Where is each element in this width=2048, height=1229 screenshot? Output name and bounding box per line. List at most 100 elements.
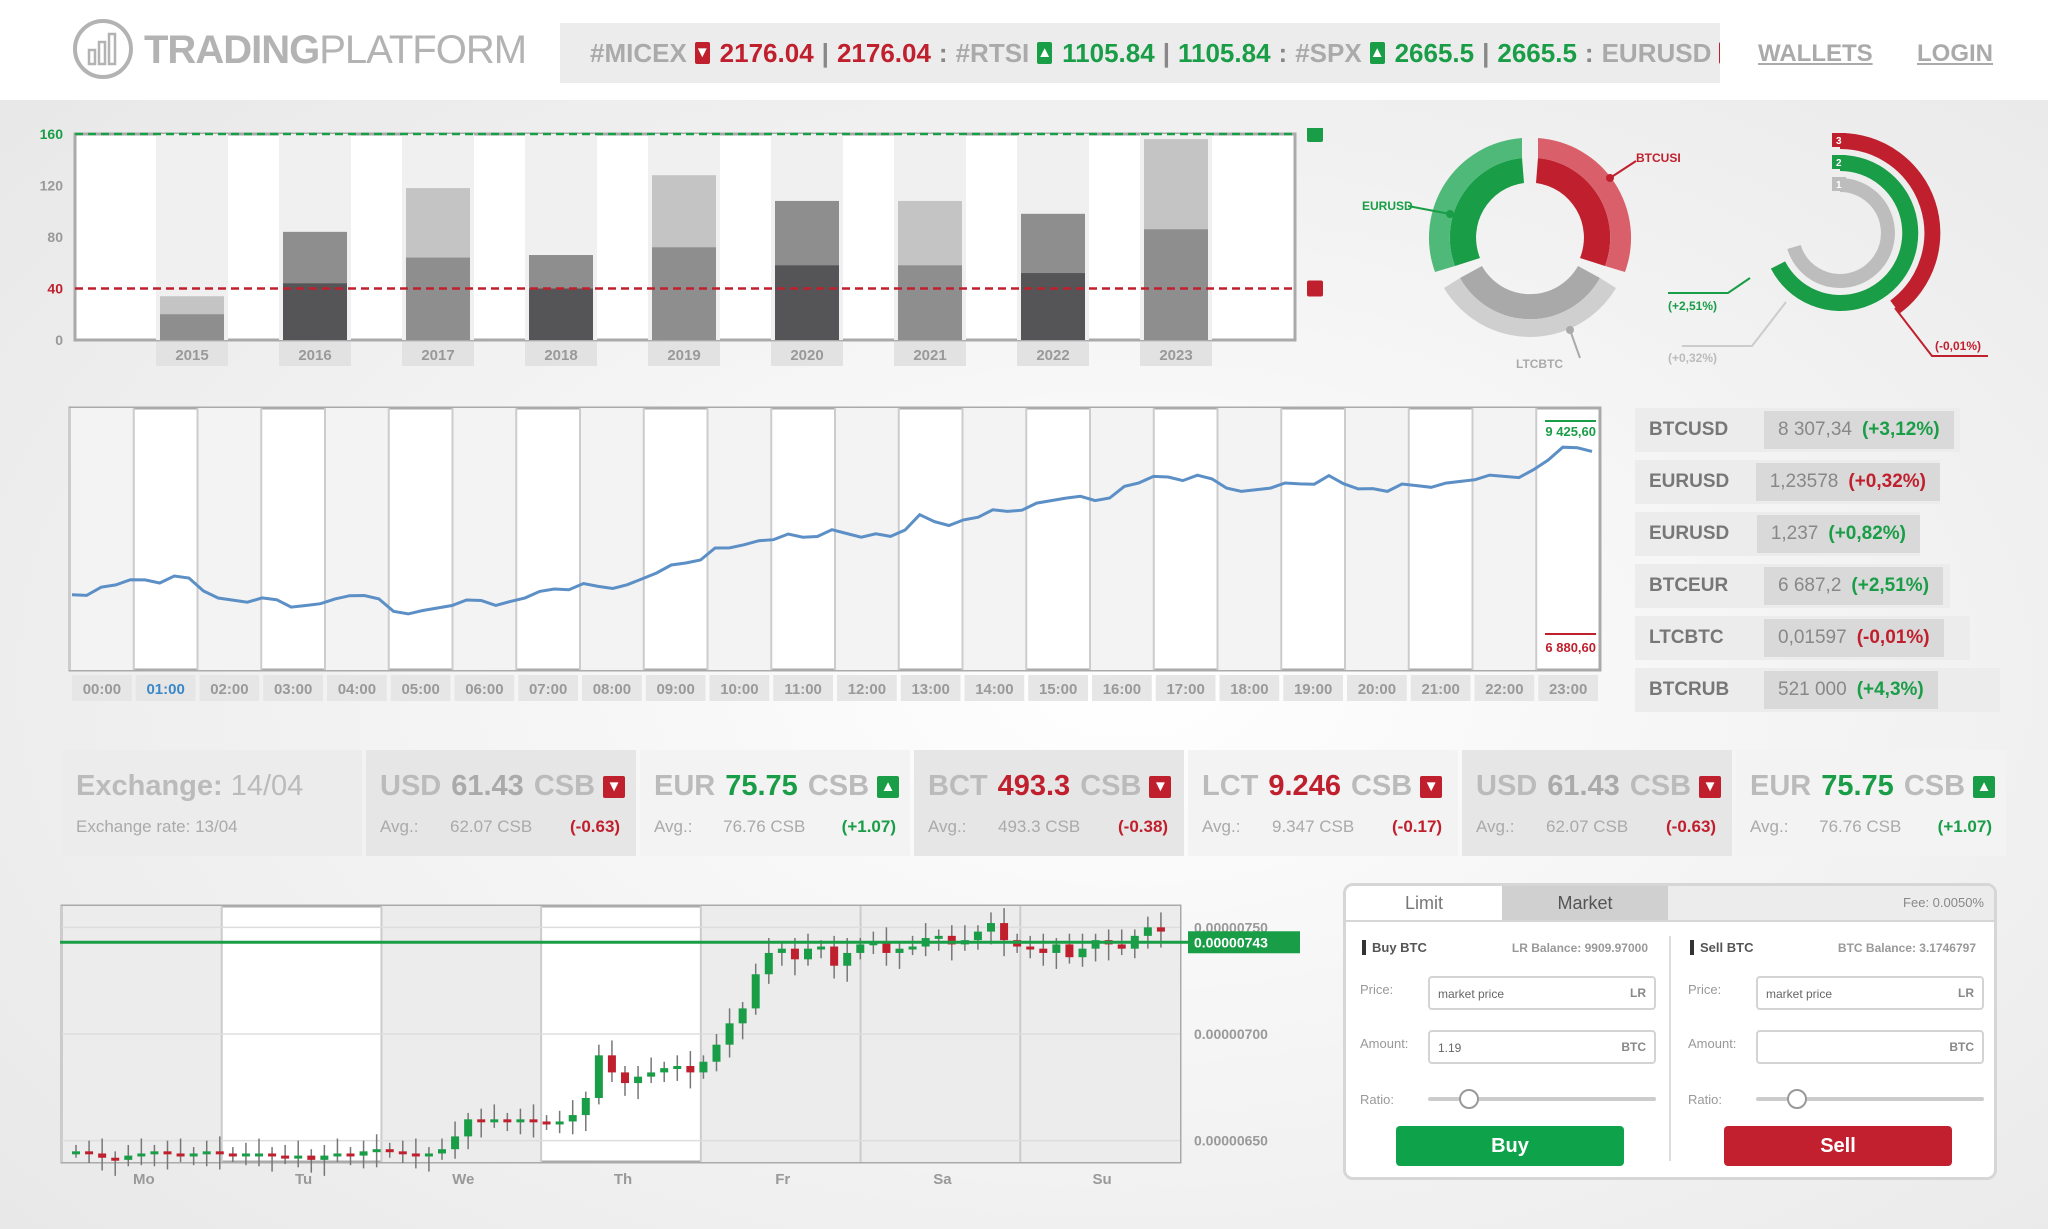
candle[interactable] bbox=[947, 935, 956, 945]
candle[interactable] bbox=[464, 1119, 473, 1137]
bar-part[interactable] bbox=[529, 288, 593, 341]
candle[interactable] bbox=[516, 1119, 525, 1123]
ticker-symbol[interactable]: #MICEX bbox=[590, 37, 687, 68]
donut-segment-btcusd-outer[interactable] bbox=[1538, 138, 1632, 272]
candle[interactable] bbox=[529, 1119, 538, 1123]
candle[interactable] bbox=[346, 1153, 355, 1157]
candle[interactable] bbox=[987, 923, 995, 932]
candle[interactable] bbox=[72, 1151, 80, 1155]
candle[interactable] bbox=[1091, 940, 1100, 949]
candle[interactable] bbox=[111, 1157, 120, 1161]
candle[interactable] bbox=[594, 1055, 603, 1098]
pair-row[interactable]: BTCRUB 521 000 (+4,3%) bbox=[1635, 668, 2000, 712]
x-tick-label[interactable]: 13:00 bbox=[911, 681, 949, 698]
candle[interactable] bbox=[1039, 948, 1048, 953]
bar-part[interactable] bbox=[898, 265, 962, 340]
candle[interactable] bbox=[241, 1153, 250, 1157]
nav-wallets-link[interactable]: WALLETS bbox=[1758, 40, 1873, 67]
sell-button[interactable]: Sell bbox=[1724, 1126, 1952, 1166]
x-tick-label[interactable]: 14:00 bbox=[975, 681, 1013, 698]
ticker-symbol[interactable]: #RTSI bbox=[955, 37, 1030, 68]
x-tick-label[interactable]: 09:00 bbox=[656, 681, 694, 698]
tab-limit[interactable]: Limit bbox=[1346, 886, 1502, 920]
x-tick-label[interactable]: 21:00 bbox=[1421, 681, 1459, 698]
pair-row[interactable]: LTCBTC 0,01597 (-0,01%) bbox=[1635, 616, 1970, 660]
exchange-cell[interactable]: EUR 75.75 CSB ▲ Avg.: 76.76 CSB (+1.07) bbox=[1736, 750, 2006, 856]
exchange-cell[interactable]: USD 61.43 CSB ▼ Avg.: 62.07 CSB (-0.63) bbox=[366, 750, 636, 856]
candle[interactable] bbox=[333, 1153, 342, 1157]
x-tick-label[interactable]: 11:00 bbox=[784, 681, 822, 698]
candle[interactable] bbox=[973, 931, 982, 941]
candle[interactable] bbox=[1078, 948, 1087, 958]
x-tick-label[interactable]: 18:00 bbox=[1230, 681, 1268, 698]
candle[interactable] bbox=[411, 1153, 420, 1157]
candle[interactable] bbox=[777, 948, 786, 953]
pair-row[interactable]: EURUSD 1,23578 (+0,32%) bbox=[1635, 460, 1940, 504]
candle[interactable] bbox=[228, 1153, 237, 1157]
slider-handle[interactable] bbox=[1787, 1089, 1808, 1109]
donut-segment-eurusd[interactable] bbox=[1449, 158, 1524, 266]
candle[interactable] bbox=[1026, 946, 1035, 950]
x-tick-label[interactable]: 01:00 bbox=[146, 681, 184, 698]
candle[interactable] bbox=[268, 1153, 277, 1157]
candle[interactable] bbox=[660, 1068, 669, 1073]
candle[interactable] bbox=[568, 1115, 577, 1122]
x-tick-label[interactable]: 07:00 bbox=[529, 681, 567, 698]
candle[interactable] bbox=[176, 1153, 185, 1157]
buy-price-field[interactable]: LR bbox=[1428, 976, 1656, 1010]
candle[interactable] bbox=[477, 1119, 486, 1123]
x-tick-label[interactable]: 16:00 bbox=[1103, 681, 1141, 698]
exchange-cell[interactable]: USD 61.43 CSB ▼ Avg.: 62.07 CSB (-0.63) bbox=[1462, 750, 1732, 856]
candle[interactable] bbox=[490, 1119, 499, 1123]
candle[interactable] bbox=[686, 1066, 695, 1073]
x-tick-label[interactable]: 22:00 bbox=[1485, 681, 1523, 698]
x-tick-label[interactable]: 03:00 bbox=[274, 681, 312, 698]
x-tick-label[interactable]: 20:00 bbox=[1358, 681, 1396, 698]
x-tick-label[interactable]: 02:00 bbox=[210, 681, 248, 698]
x-tick-label[interactable]: 10:00 bbox=[720, 681, 758, 698]
candle[interactable] bbox=[934, 935, 943, 939]
candle[interactable] bbox=[137, 1153, 146, 1157]
bar-part[interactable] bbox=[160, 314, 224, 340]
candle[interactable] bbox=[85, 1151, 94, 1155]
candle[interactable] bbox=[908, 946, 917, 950]
sell-amount-input[interactable] bbox=[1764, 1036, 1928, 1060]
candle[interactable] bbox=[804, 948, 812, 960]
donut-segment-eurusd-outer[interactable] bbox=[1428, 138, 1522, 272]
x-tick-label[interactable]: 23:00 bbox=[1549, 681, 1587, 698]
x-tick-label[interactable]: 04:00 bbox=[338, 681, 376, 698]
candle[interactable] bbox=[320, 1155, 329, 1160]
bar-part[interactable] bbox=[283, 283, 347, 340]
candle[interactable] bbox=[764, 952, 773, 975]
exchange-cell[interactable]: EUR 75.75 CSB ▲ Avg.: 76.76 CSB (+1.07) bbox=[640, 750, 910, 856]
candle[interactable] bbox=[647, 1072, 656, 1077]
bar-part[interactable] bbox=[1021, 273, 1085, 340]
candle[interactable] bbox=[372, 1149, 381, 1153]
tab-market[interactable]: Market bbox=[1502, 886, 1668, 920]
candle[interactable] bbox=[621, 1072, 629, 1084]
bar-part[interactable] bbox=[652, 247, 716, 340]
sell-price-input[interactable] bbox=[1764, 982, 1928, 1006]
candle[interactable] bbox=[895, 948, 904, 953]
buy-price-input[interactable] bbox=[1436, 982, 1600, 1006]
candle[interactable] bbox=[503, 1119, 512, 1123]
candle[interactable] bbox=[790, 948, 799, 960]
x-tick-label[interactable]: 05:00 bbox=[401, 681, 439, 698]
x-tick-label[interactable]: 08:00 bbox=[593, 681, 631, 698]
slider-handle[interactable] bbox=[1459, 1089, 1480, 1109]
candle[interactable] bbox=[359, 1151, 368, 1156]
candle[interactable] bbox=[1000, 923, 1009, 941]
candle[interactable] bbox=[542, 1121, 551, 1125]
candle[interactable] bbox=[581, 1098, 590, 1116]
buy-amount-field[interactable]: BTC bbox=[1428, 1030, 1656, 1064]
sell-amount-field[interactable]: BTC bbox=[1756, 1030, 1984, 1064]
candle[interactable] bbox=[673, 1066, 682, 1069]
bar-part[interactable] bbox=[1144, 229, 1208, 340]
candle[interactable] bbox=[163, 1151, 172, 1155]
candle[interactable] bbox=[385, 1149, 394, 1153]
donut-segment-btcusd[interactable] bbox=[1536, 158, 1611, 266]
sell-ratio-slider[interactable] bbox=[1756, 1089, 1984, 1109]
x-tick-label[interactable]: 12:00 bbox=[848, 681, 886, 698]
candle[interactable] bbox=[843, 952, 852, 966]
buy-ratio-slider[interactable] bbox=[1428, 1089, 1656, 1109]
